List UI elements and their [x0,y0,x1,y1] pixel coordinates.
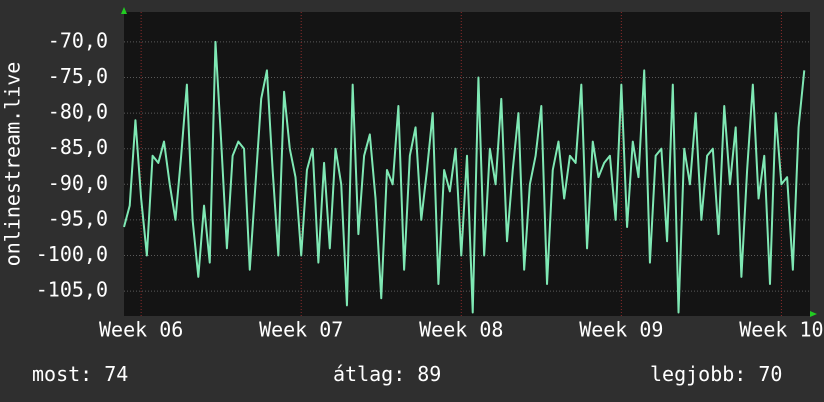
y-tick-label: -95,0 [48,206,108,230]
x-tick-label: Week 07 [259,318,343,342]
x-arrow [810,311,817,317]
stat-value: 89 [417,362,441,386]
stat-label: legjobb: [650,362,746,386]
x-tick-label: Week 06 [99,318,183,342]
stat-label: most: [32,362,92,386]
stat: átlag: 89 [333,362,441,386]
x-tick-label: Week 10 [739,318,823,342]
stat: most: 74 [32,362,128,386]
stat-label: átlag: [333,362,405,386]
y-tick-label: -105,0 [36,278,108,302]
x-tick-label: Week 08 [419,318,503,342]
stat-value: 70 [758,362,782,386]
stat: legjobb: 70 [650,362,782,386]
y-arrow [121,7,127,14]
y-tick-label: -85,0 [48,135,108,159]
y-tick-label: -70,0 [48,28,108,52]
y-tick-label: -80,0 [48,100,108,124]
stat-value: 74 [104,362,128,386]
data-line [123,40,806,314]
y-tick-label: -100,0 [36,242,108,266]
y-tick-label: -90,0 [48,171,108,195]
y-axis-label: onlinestream.live [1,62,25,267]
y-tick-label: -75,0 [48,64,108,88]
x-tick-label: Week 09 [579,318,663,342]
